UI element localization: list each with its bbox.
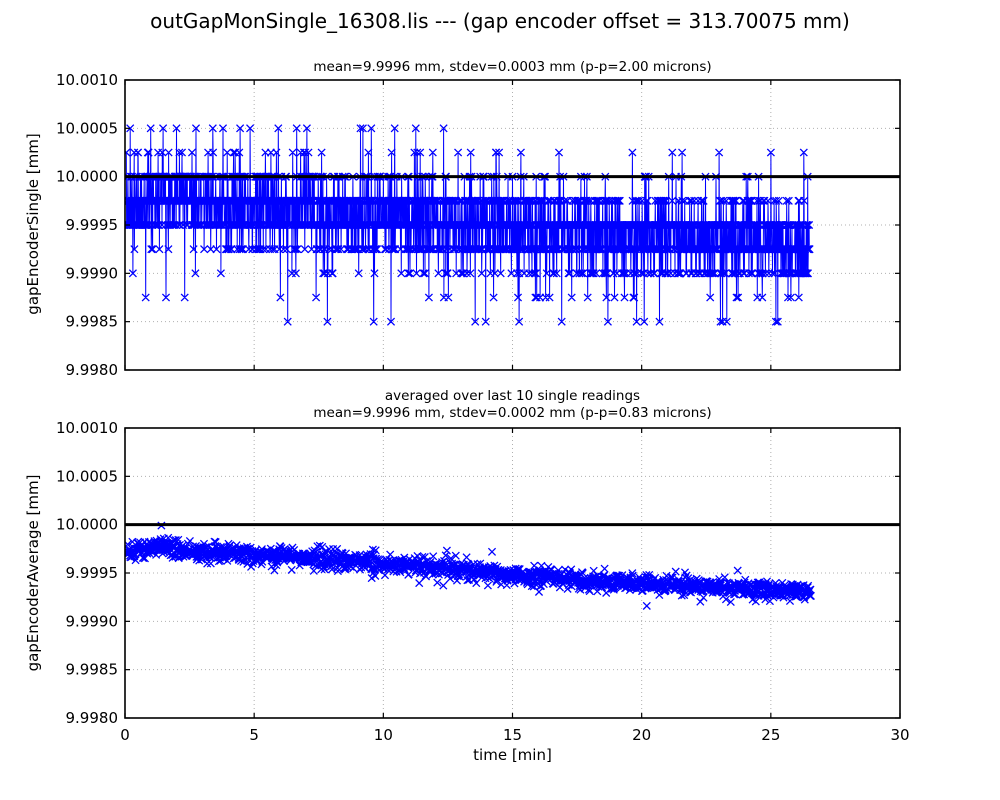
figure-title: outGapMonSingle_16308.lis --- (gap encod… — [150, 9, 850, 33]
y-tick-label: 10.0005 — [56, 467, 118, 485]
bottom-chart-title: averaged over last 10 single readings me… — [125, 388, 900, 421]
bottom-axes: 0 5 10 15 20 25 30 9.9980 9.9985 9.9990 9.9995 10.0… — [56, 419, 910, 744]
y-tick-label: 10.0010 — [56, 419, 118, 437]
x-axis-label: time [min] — [473, 746, 552, 764]
y-tick-label: 9.9980 — [66, 709, 119, 727]
x-tick-label: 10 — [374, 726, 393, 744]
y-tick-label: 9.9985 — [66, 313, 119, 331]
y-tick-label: 10.0000 — [56, 168, 118, 186]
x-tick-label: 25 — [761, 726, 780, 744]
y-tick-label: 9.9985 — [66, 661, 119, 679]
top-axes: 9.9980 9.9985 9.9990 9.9995 10.0000 10.0005 10… — [56, 71, 901, 379]
x-tick-label: 30 — [890, 726, 909, 744]
y-tick-label: 10.0000 — [56, 516, 118, 534]
x-tick-label: 0 — [120, 726, 130, 744]
gapEncoderSingle-data — [125, 124, 814, 326]
gapEncoderSingle-line — [125, 128, 810, 322]
gapEncoderSingle-markers — [125, 124, 814, 326]
x-tick-label: 20 — [632, 726, 651, 744]
top-chart-title: mean=9.9996 mm, stdev=0.0003 mm (p-p=2.0… — [313, 59, 712, 75]
y-tick-label: 9.9995 — [66, 564, 119, 582]
y-tick-label: 9.9980 — [66, 361, 119, 379]
y-tick-label: 9.9995 — [66, 216, 119, 234]
gapEncoderAverage-markers — [125, 521, 815, 610]
y-tick-label: 9.9990 — [66, 612, 119, 630]
bottom-chart-title-line1: averaged over last 10 single readings — [384, 388, 641, 404]
y-tick-label: 10.0005 — [56, 119, 118, 137]
y-tick-label: 9.9990 — [66, 264, 119, 282]
x-tick-label: 15 — [503, 726, 522, 744]
y-tick-label: 10.0010 — [56, 71, 118, 89]
bottom-chart-title-line2: mean=9.9996 mm, stdev=0.0002 mm (p-p=0.8… — [313, 404, 712, 421]
gapEncoderAverage-data — [125, 521, 815, 610]
x-tick-label: 5 — [249, 726, 259, 744]
